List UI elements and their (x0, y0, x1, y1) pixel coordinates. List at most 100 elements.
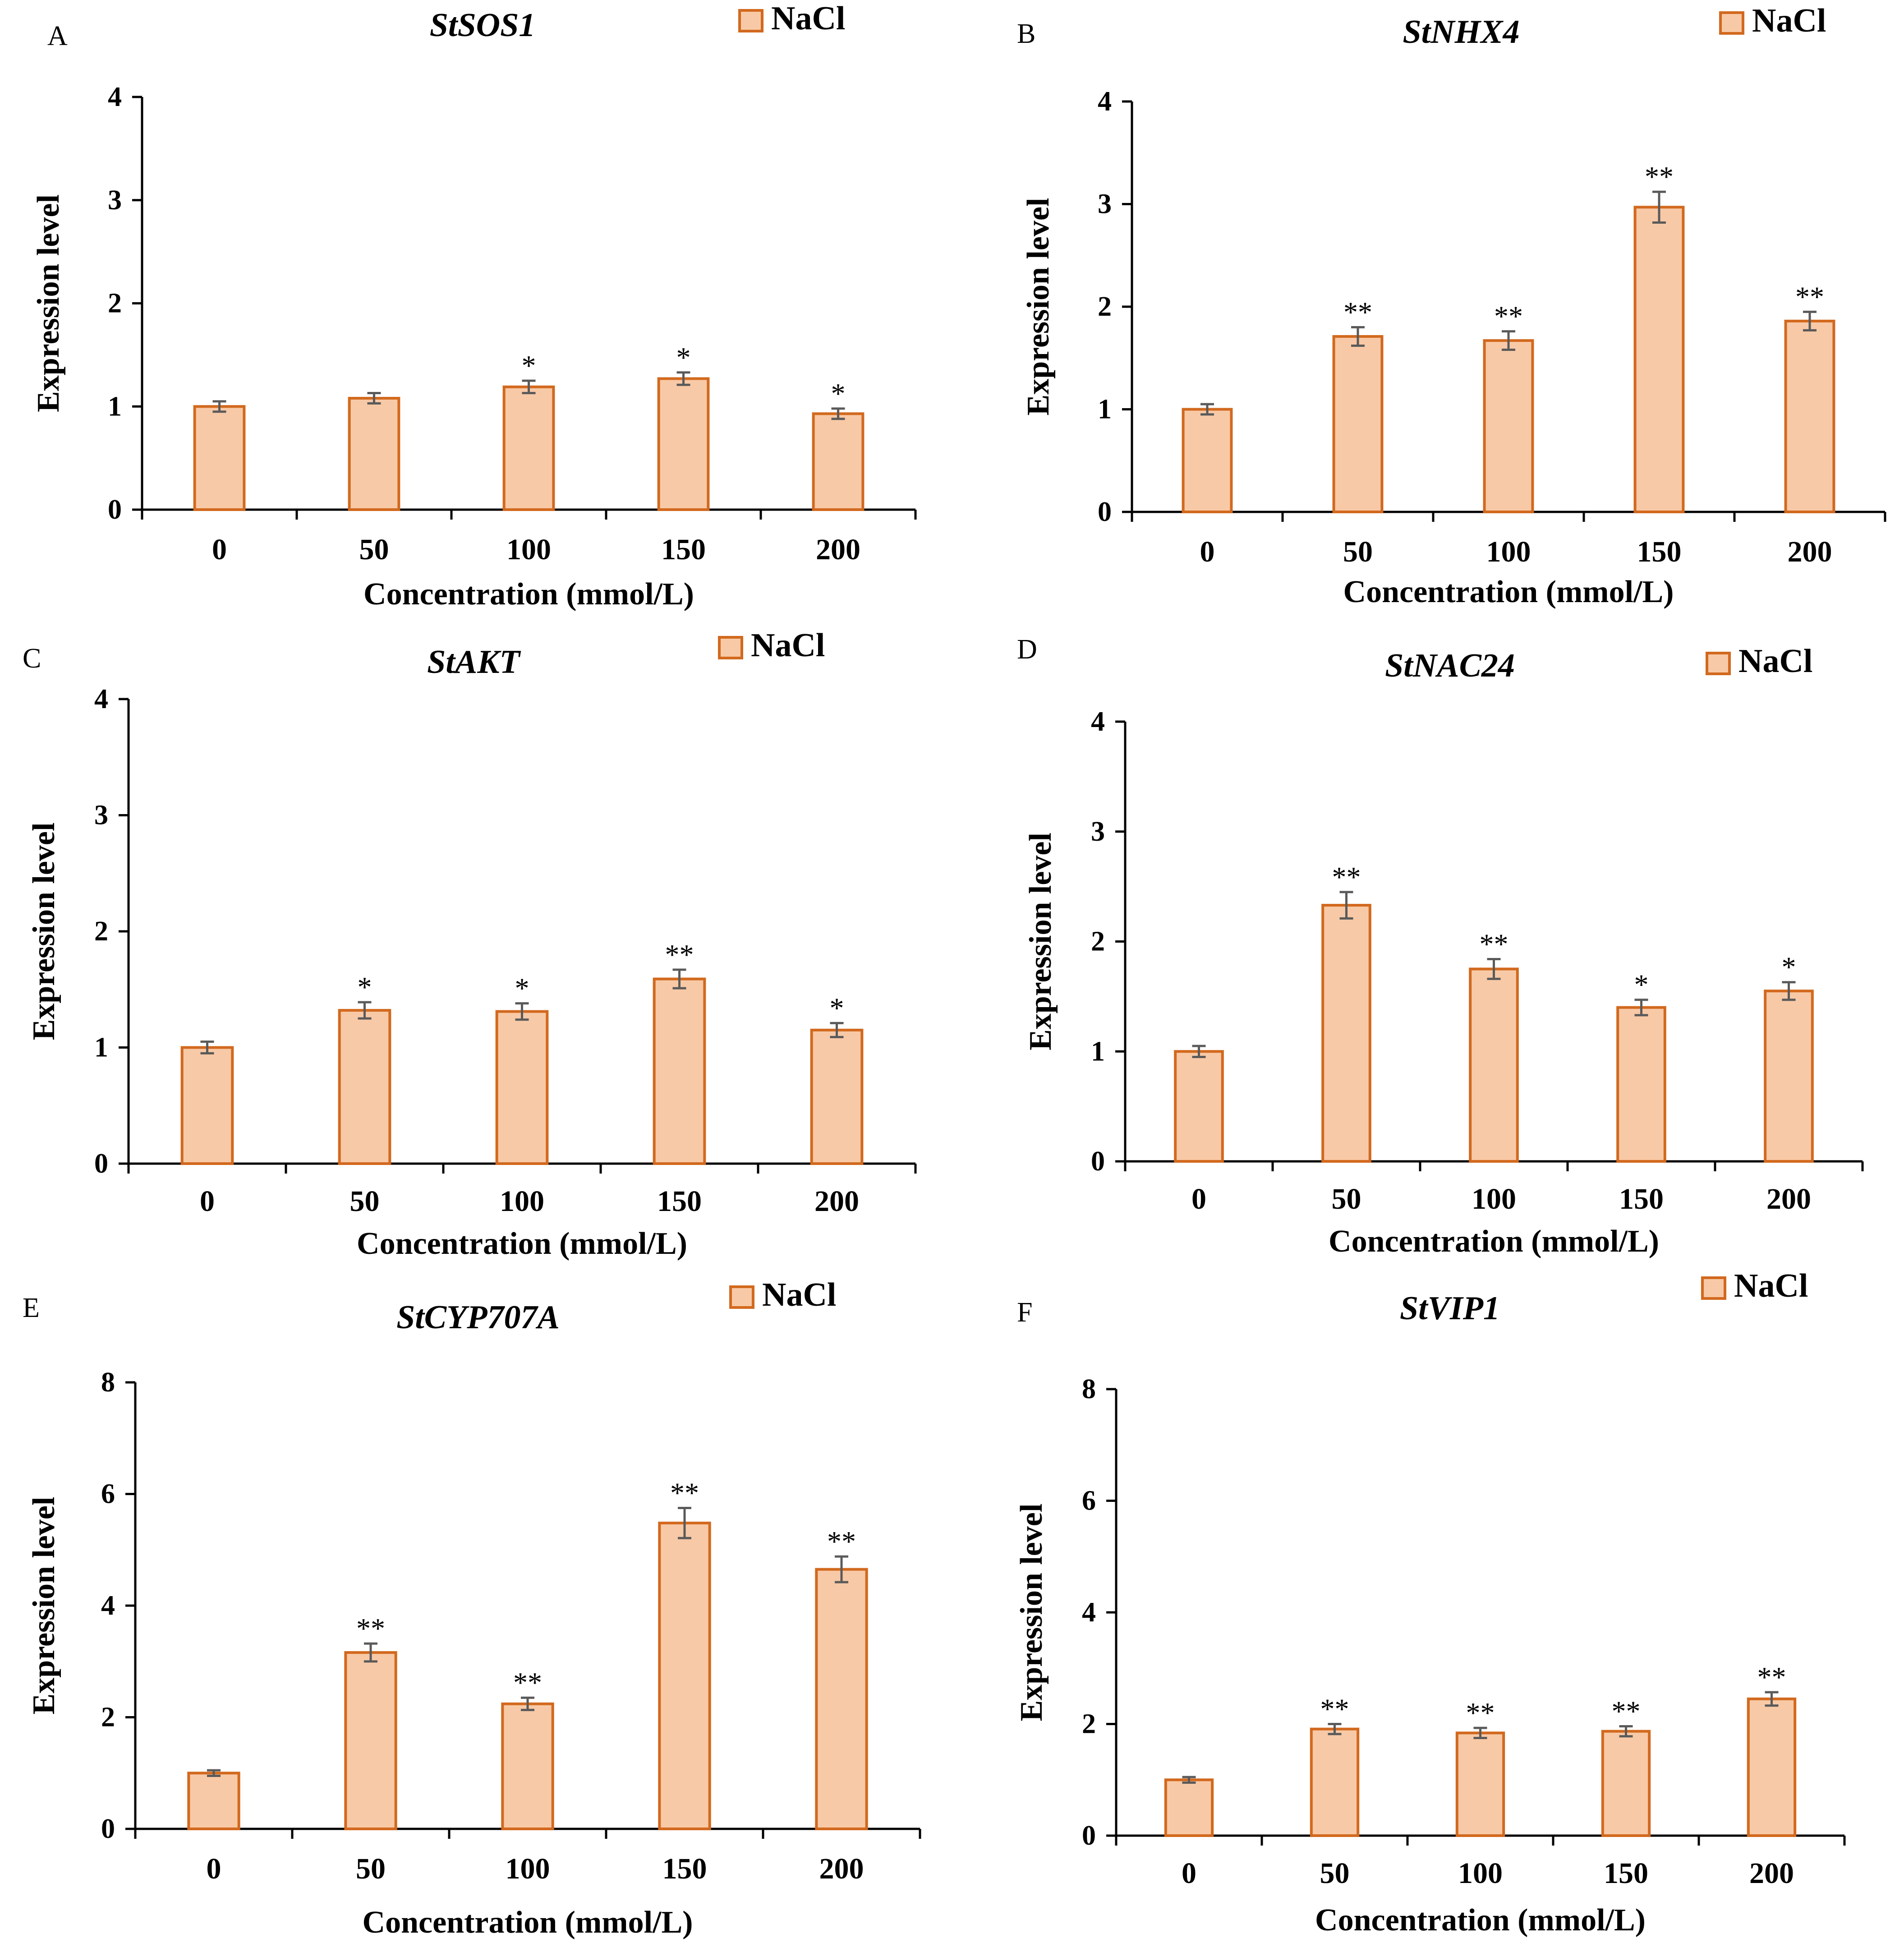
y-tick-label: 2 (1091, 926, 1105, 957)
significance-label: ** (827, 1525, 856, 1557)
bar (1747, 1697, 1797, 1837)
y-tick-label: 3 (1098, 189, 1112, 220)
error-bar (830, 1022, 844, 1038)
x-tick-label: 0 (1191, 1183, 1206, 1215)
panel-a: A StSOS1 NaCl 0 1 2 3 4 0 50 * 100 * 150 * 200 Concentra… (31, 0, 917, 612)
panel-letter: A (47, 21, 68, 51)
x-tick-label: 50 (1343, 535, 1373, 568)
x-tick-label: 100 (506, 533, 551, 566)
y-tick-label: 0 (1098, 497, 1112, 527)
y-axis-title: Expression level (27, 1497, 61, 1715)
x-tick-label: 200 (814, 1185, 859, 1218)
panel-e: E StCYP707A NaCl 0 2 4 6 8 0 ** 50 ** 100 ** 150 ** 200 C… (23, 1276, 921, 1940)
panel-b: B StNHX4 NaCl 0 1 2 3 4 0 ** 50 ** 100 ** 150 ** 200 Conc… (1017, 2, 1886, 609)
bar (1784, 319, 1835, 513)
legend-swatch (1706, 652, 1731, 675)
y-tick-label: 4 (1091, 706, 1105, 737)
significance-label: * (358, 971, 372, 1003)
error-bar (367, 392, 381, 405)
error-bar (1502, 330, 1515, 351)
significance-label: ** (1645, 161, 1674, 193)
y-tick-label: 6 (1082, 1486, 1096, 1516)
error-bar (358, 1001, 372, 1020)
y-tick-label: 8 (101, 1367, 115, 1398)
x-tick-label: 50 (350, 1185, 380, 1218)
x-tick-label: 200 (1766, 1183, 1811, 1215)
error-bar (1182, 1776, 1196, 1784)
x-tick-label: 100 (500, 1185, 544, 1218)
x-tick-label: 200 (1749, 1857, 1794, 1890)
bar (1164, 1778, 1214, 1837)
significance-label: ** (356, 1612, 385, 1644)
significance-label: * (1782, 951, 1796, 983)
y-tick-label: 1 (94, 1032, 108, 1063)
error-bar (1192, 1045, 1206, 1058)
bar (180, 1046, 234, 1165)
bar (815, 1568, 868, 1830)
error-bar (678, 1506, 691, 1539)
y-tick-label: 0 (94, 1148, 108, 1179)
x-tick-label: 100 (506, 1852, 550, 1885)
error-bar (212, 400, 226, 413)
y-tick-label: 2 (101, 1702, 115, 1733)
y-tick-label: 4 (1082, 1597, 1096, 1628)
chart-title: StVIP1 (1400, 1290, 1500, 1327)
bar (193, 405, 246, 511)
bar (501, 1702, 554, 1831)
y-tick-label: 1 (108, 391, 122, 422)
x-tick-label: 150 (657, 1185, 702, 1218)
error-bar (1765, 1691, 1779, 1707)
bar (657, 377, 710, 511)
panel-d: D StNAC24 NaCl 0 1 2 3 4 0 ** 50 ** 100 * 150 * 200 Conce… (1017, 634, 1864, 1259)
legend-swatch (718, 636, 743, 659)
chart-title: StAKT (427, 644, 521, 681)
error-bar (831, 407, 845, 420)
error-bar (676, 371, 690, 386)
significance-label: ** (1757, 1661, 1786, 1693)
bar (1469, 967, 1519, 1163)
bar (810, 1028, 864, 1165)
error-bar (1200, 403, 1214, 416)
panel-letter: F (1017, 1297, 1032, 1328)
panel-letter: C (23, 643, 41, 674)
y-tick-label: 6 (101, 1479, 115, 1510)
legend-label: NaCl (751, 627, 825, 664)
panel-letter: B (1017, 18, 1035, 49)
error-bar (1339, 891, 1353, 920)
significance-label: ** (1343, 296, 1372, 328)
bar (1182, 408, 1233, 513)
y-tick-label: 4 (108, 82, 122, 112)
bar (1310, 1727, 1360, 1837)
error-bar (835, 1555, 848, 1584)
y-tick-label: 1 (1091, 1036, 1105, 1067)
significance-label: * (515, 972, 529, 1004)
error-bar (1473, 1726, 1487, 1739)
y-tick-label: 0 (1082, 1820, 1096, 1851)
x-tick-label: 0 (200, 1185, 215, 1218)
y-tick-label: 4 (1098, 86, 1112, 117)
bar (1616, 1006, 1666, 1163)
bar (1483, 339, 1534, 513)
y-axis-title: Expression level (31, 194, 66, 412)
x-axis-title: Concentration (mmol/L) (1343, 575, 1674, 609)
x-tick-label: 50 (1332, 1183, 1361, 1215)
x-tick-label: 0 (1182, 1857, 1196, 1890)
bar (1455, 1731, 1505, 1837)
bar (1321, 904, 1371, 1163)
error-bar (515, 1002, 529, 1021)
x-tick-label: 50 (1320, 1857, 1350, 1890)
panel-f: F StVIP1 NaCl 0 2 4 6 8 0 ** 50 ** 100 ** 150 ** 200 Conc… (1014, 1267, 1846, 1938)
panel-c: C StAKT NaCl 0 1 2 3 4 0 * 50 * 100 ** 150 * 200 Concentr… (23, 627, 917, 1261)
x-tick-label: 150 (1637, 535, 1682, 568)
significance-label: ** (1480, 928, 1508, 960)
error-bar (1803, 310, 1817, 331)
x-tick-label: 0 (207, 1852, 221, 1885)
x-tick-label: 150 (1619, 1183, 1664, 1215)
error-bar (1487, 958, 1501, 980)
bar (348, 396, 400, 511)
y-tick-label: 3 (1091, 816, 1105, 847)
error-bar (1652, 190, 1666, 224)
x-tick-label: 0 (1200, 535, 1215, 568)
x-axis-title: Concentration (mmol/L) (363, 577, 694, 612)
legend-swatch (729, 1285, 754, 1309)
